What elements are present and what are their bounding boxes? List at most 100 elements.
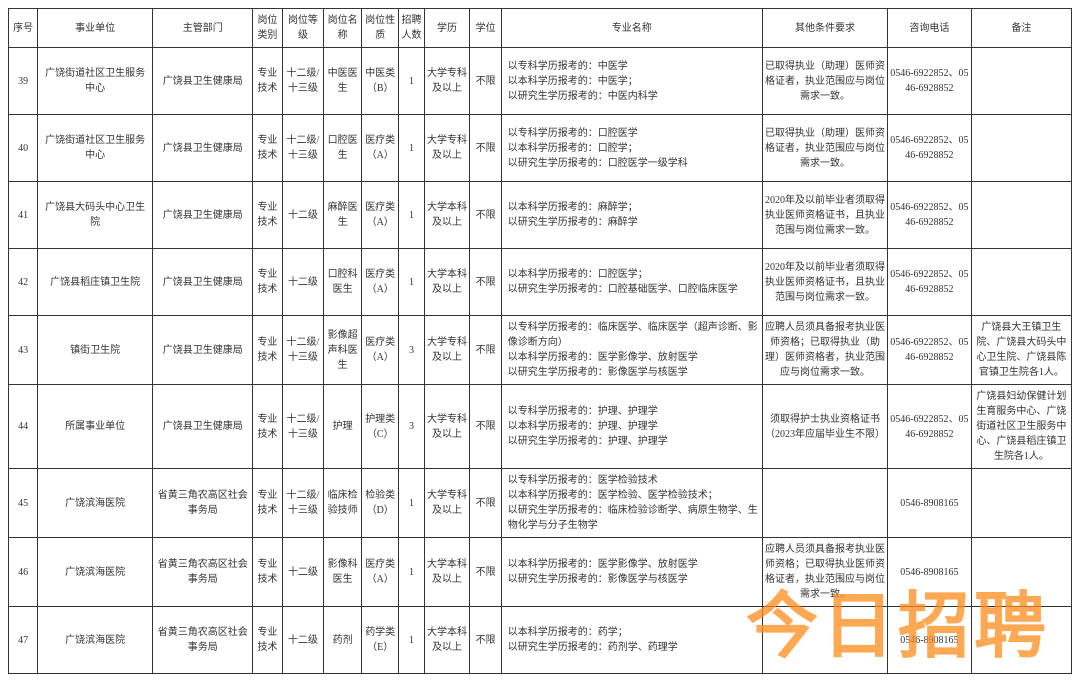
cell: 0546-6922852、0546-6928852	[888, 249, 972, 316]
col-header-10: 专业名称	[501, 9, 762, 48]
cell: 大学专科及以上	[424, 469, 470, 538]
cell: 已取得执业（助理）医师资格证者，执业范围应与岗位需求一致。	[762, 48, 887, 115]
cell: 专业技术	[253, 469, 282, 538]
cell: 应聘人员须具备报考执业医师资格；已取得执业医师资格证者，执业范围应与岗位需求一致…	[762, 538, 887, 607]
cell: 3	[399, 385, 424, 469]
table-row: 46广饶滨海医院省黄三角农高区社会事务局专业技术十二级影像科医生医疗类（A）1大…	[9, 538, 1072, 607]
cell: 镇街卫生院	[38, 316, 153, 385]
cell: 广饶滨海医院	[38, 538, 153, 607]
cell: 2020年及以前毕业者须取得执业医师资格证书，且执业范围与岗位需求一致。	[762, 249, 887, 316]
col-header-1: 事业单位	[38, 9, 153, 48]
cell: 以专科学历报考的：医学检验技术以本科学历报考的：医学检验、医学检验技术；以研究生…	[501, 469, 762, 538]
cell: 十二级	[282, 182, 324, 249]
col-header-5: 岗位名称	[324, 9, 362, 48]
cell: 0546-6922852、0546-6928852	[888, 182, 972, 249]
cell: 不限	[470, 385, 501, 469]
cell: 46	[9, 538, 38, 607]
table-row: 40广饶街道社区卫生服务中心广饶县卫生健康局专业技术十二级/十三级口腔医生医疗类…	[9, 115, 1072, 182]
cell: 0546-8908165	[888, 607, 972, 674]
cell: 十二级/十三级	[282, 385, 324, 469]
cell: 0546-8908165	[888, 538, 972, 607]
cell: 大学本科及以上	[424, 607, 470, 674]
cell: 大学专科及以上	[424, 385, 470, 469]
cell	[971, 48, 1071, 115]
col-header-9: 学位	[470, 9, 501, 48]
cell: 影像科医生	[324, 538, 362, 607]
cell: 44	[9, 385, 38, 469]
cell: 0546-8908165	[888, 469, 972, 538]
cell: 1	[399, 115, 424, 182]
cell: 以专科学历报考的：口腔医学以本科学历报考的：口腔学；以研究生学历报考的：口腔医学…	[501, 115, 762, 182]
cell: 大学本科及以上	[424, 249, 470, 316]
cell: 0546-6922852、0546-6928852	[888, 48, 972, 115]
cell	[971, 115, 1071, 182]
cell: 省黄三角农高区社会事务局	[153, 469, 253, 538]
col-header-4: 岗位等级	[282, 9, 324, 48]
cell: 专业技术	[253, 316, 282, 385]
cell: 不限	[470, 249, 501, 316]
cell: 中医医生	[324, 48, 362, 115]
cell: 1	[399, 469, 424, 538]
cell: 2020年及以前毕业者须取得执业医师资格证书，且执业范围与岗位需求一致。	[762, 182, 887, 249]
cell: 以专科学历报考的：护理、护理学以本科学历报考的：护理、护理学以研究生学历报考的：…	[501, 385, 762, 469]
col-header-6: 岗位性质	[361, 9, 399, 48]
cell: 临床检验技师	[324, 469, 362, 538]
cell: 十二级/十三级	[282, 469, 324, 538]
cell: 检验类（D）	[361, 469, 399, 538]
cell: 专业技术	[253, 385, 282, 469]
cell: 医疗类（A）	[361, 249, 399, 316]
cell: 广饶街道社区卫生服务中心	[38, 48, 153, 115]
col-header-13: 备注	[971, 9, 1071, 48]
cell: 药学类（E）	[361, 607, 399, 674]
cell: 广饶滨海医院	[38, 607, 153, 674]
table-row: 43镇街卫生院广饶县卫生健康局专业技术十二级/十三级影像超声科医生医疗类（A）3…	[9, 316, 1072, 385]
cell: 不限	[470, 607, 501, 674]
cell: 护理	[324, 385, 362, 469]
col-header-11: 其他条件要求	[762, 9, 887, 48]
cell: 十二级	[282, 249, 324, 316]
table-row: 42广饶县稻庄镇卫生院广饶县卫生健康局专业技术十二级口腔科医生医疗类（A）1大学…	[9, 249, 1072, 316]
cell: 药剂	[324, 607, 362, 674]
cell: 广饶县卫生健康局	[153, 385, 253, 469]
col-header-7: 招聘人数	[399, 9, 424, 48]
header-row: 序号事业单位主管部门岗位类别岗位等级岗位名称岗位性质招聘人数学历学位专业名称其他…	[9, 9, 1072, 48]
cell: 已取得执业（助理）医师资格证者，执业范围应与岗位需求一致。	[762, 115, 887, 182]
cell: 广饶县卫生健康局	[153, 182, 253, 249]
cell: 广饶县大王镇卫生院、广饶县大码头中心卫生院、广饶县陈官镇卫生院各1人。	[971, 316, 1071, 385]
cell: 须取得护士执业资格证书（2023年应届毕业生不限）	[762, 385, 887, 469]
cell: 中医类（B）	[361, 48, 399, 115]
col-header-3: 岗位类别	[253, 9, 282, 48]
cell: 省黄三角农高区社会事务局	[153, 538, 253, 607]
col-header-8: 学历	[424, 9, 470, 48]
cell	[971, 182, 1071, 249]
cell: 口腔科医生	[324, 249, 362, 316]
cell: 十二级	[282, 538, 324, 607]
cell: 43	[9, 316, 38, 385]
cell: 大学本科及以上	[424, 538, 470, 607]
cell: 以专科学历报考的：临床医学、临床医学（超声诊断、影像诊断方向）以本科学历报考的：…	[501, 316, 762, 385]
cell: 广饶街道社区卫生服务中心	[38, 115, 153, 182]
cell: 大学专科及以上	[424, 115, 470, 182]
cell: 0546-6922852、0546-6928852	[888, 385, 972, 469]
cell: 以专科学历报考的：中医学以本科学历报考的：中医学；以研究生学历报考的：中医内科学	[501, 48, 762, 115]
cell: 41	[9, 182, 38, 249]
cell: 大学专科及以上	[424, 316, 470, 385]
cell: 3	[399, 316, 424, 385]
cell: 39	[9, 48, 38, 115]
cell: 0546-6922852、0546-6928852	[888, 115, 972, 182]
cell: 以本科学历报考的：麻醉学；以研究生学历报考的：麻醉学	[501, 182, 762, 249]
cell: 医疗类（A）	[361, 182, 399, 249]
cell: 不限	[470, 469, 501, 538]
cell	[971, 249, 1071, 316]
table-row: 39广饶街道社区卫生服务中心广饶县卫生健康局专业技术十二级/十三级中医医生中医类…	[9, 48, 1072, 115]
cell: 不限	[470, 48, 501, 115]
recruitment-table: 序号事业单位主管部门岗位类别岗位等级岗位名称岗位性质招聘人数学历学位专业名称其他…	[8, 8, 1072, 674]
cell: 广饶县稻庄镇卫生院	[38, 249, 153, 316]
cell: 1	[399, 249, 424, 316]
cell: 十二级/十三级	[282, 115, 324, 182]
cell: 1	[399, 48, 424, 115]
cell: 专业技术	[253, 115, 282, 182]
cell: 1	[399, 182, 424, 249]
cell: 专业技术	[253, 48, 282, 115]
cell: 大学专科及以上	[424, 48, 470, 115]
